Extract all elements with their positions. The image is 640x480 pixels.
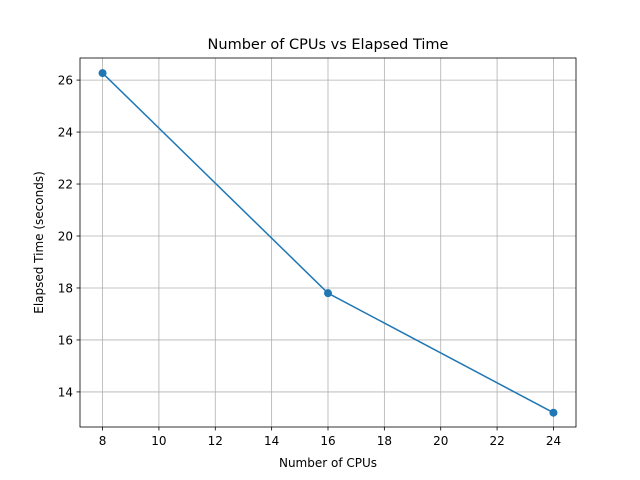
data-point-marker [324, 289, 332, 298]
x-tick-label: 18 [377, 434, 392, 448]
x-tick-label: 10 [151, 434, 166, 448]
grid-lines [80, 58, 576, 427]
data-series [98, 69, 558, 417]
data-point-marker [98, 69, 107, 78]
x-tick-label: 20 [433, 434, 448, 448]
y-tick-label: 22 [58, 178, 73, 192]
x-tick-label: 14 [264, 434, 279, 448]
axis-ticks: 8 10 12 14 16 18 20 22 24 14 16 18 20 22 24 26 [58, 74, 561, 448]
x-tick-label: 16 [320, 434, 335, 448]
y-tick-label: 14 [58, 385, 73, 399]
x-tick-label: 24 [546, 434, 561, 448]
y-tick-label: 24 [58, 126, 73, 140]
y-axis-label: Elapsed Time (seconds) [32, 171, 46, 314]
y-tick-label: 18 [58, 281, 73, 295]
x-axis-label: Number of CPUs [279, 456, 377, 470]
x-tick-label: 22 [489, 434, 504, 448]
y-tick-label: 20 [58, 230, 73, 244]
y-tick-label: 16 [58, 333, 73, 347]
chart-title: Number of CPUs vs Elapsed Time [208, 37, 449, 53]
x-tick-label: 8 [99, 434, 107, 448]
x-tick-label: 12 [208, 434, 223, 448]
data-point-marker [549, 408, 558, 417]
y-tick-label: 26 [58, 74, 73, 88]
